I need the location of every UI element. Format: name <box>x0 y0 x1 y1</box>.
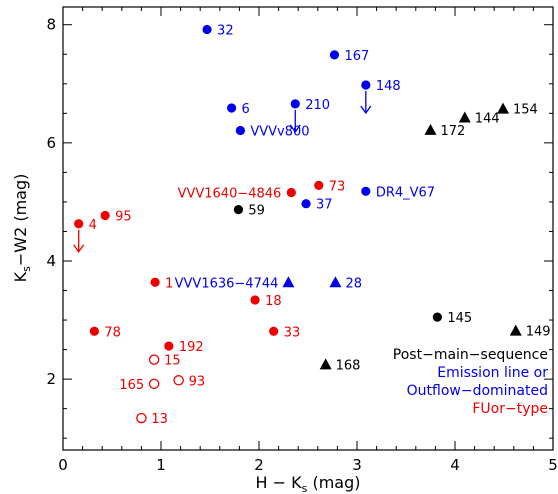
point-28-triangle <box>329 276 342 288</box>
x-tick-label: 2 <box>254 456 264 474</box>
legend-entry: Post−main−sequence <box>393 347 548 363</box>
point-4-circle <box>74 219 84 229</box>
point-13-circle <box>136 412 147 424</box>
x-tick-label: 0 <box>58 456 68 474</box>
x-tick-label: 4 <box>450 456 460 474</box>
y-tick-label: 8 <box>46 16 56 34</box>
point-1-label: 1 <box>165 276 173 291</box>
point-168-label: 168 <box>336 358 361 373</box>
point-4-label: 4 <box>89 218 97 233</box>
point-93-label: 93 <box>189 374 206 389</box>
point-93-circle <box>173 375 184 386</box>
point-165-circle <box>148 378 160 390</box>
point-149-label: 149 <box>526 325 551 340</box>
point-vvv1636-4744-label: VVV1636−4744 <box>175 276 279 291</box>
x-tick-label: 1 <box>156 456 166 474</box>
point-172-label: 172 <box>441 124 466 139</box>
point-15-label: 15 <box>164 354 181 369</box>
point-78-circle <box>89 326 99 336</box>
point-32-label: 32 <box>217 23 234 38</box>
point-33-label: 33 <box>284 325 301 340</box>
point-37-label: 37 <box>316 198 333 213</box>
point-vvvv800-circle <box>235 125 245 136</box>
point-149-triangle <box>509 324 522 336</box>
point-148-label: 148 <box>376 79 401 94</box>
point-37-circle <box>301 199 311 209</box>
y-tick-label: 4 <box>46 252 56 270</box>
x-axis-label: H − Ks (mag) <box>256 473 361 494</box>
point-167-circle <box>329 50 340 60</box>
point-15-circle <box>148 354 160 365</box>
point-28-label: 28 <box>345 276 362 291</box>
point-172-triangle <box>424 123 437 135</box>
point-144-label: 144 <box>475 111 500 126</box>
point-59-label: 59 <box>248 204 265 219</box>
legend-entry: Outflow−dominated <box>407 383 548 399</box>
point-1-circle <box>150 277 160 287</box>
point-210-circle <box>290 99 300 109</box>
point-dr4-v67-label: DR4_V67 <box>376 185 435 200</box>
point-165-label: 165 <box>119 378 144 393</box>
point-154-triangle <box>497 102 510 114</box>
point-32-circle <box>202 24 212 35</box>
point-vvv1636-4744-triangle <box>282 276 295 288</box>
legend-entry: Emission line or <box>437 365 548 381</box>
point-95-label: 95 <box>115 210 132 225</box>
x-tick-label: 3 <box>352 456 362 474</box>
point-154-label: 154 <box>513 103 538 118</box>
point-192-label: 192 <box>179 340 204 355</box>
point-59-circle <box>233 204 244 215</box>
point-167-label: 167 <box>344 49 369 64</box>
point-dr4-v67-circle <box>361 186 371 196</box>
point-145-circle <box>432 312 442 322</box>
legend: Post−main−sequence Emission line or Outflo… <box>393 347 548 417</box>
point-73-label: 73 <box>329 179 346 194</box>
point-18-label: 18 <box>265 294 282 309</box>
point-210-limit-arrowhead <box>289 124 301 133</box>
point-95-circle <box>100 210 110 221</box>
point-148-limit-arrowhead <box>360 105 372 115</box>
legend-entry: FUor−type <box>472 401 548 417</box>
point-192-circle <box>164 341 174 351</box>
point-73-circle <box>314 180 324 190</box>
point-vvvv800-label: VVVv800 <box>250 124 309 139</box>
point-210-label: 210 <box>305 98 330 113</box>
point-13-label: 13 <box>151 412 168 427</box>
axes: 0 1 2 3 4 5 2 4 6 8 <box>46 7 558 474</box>
point-33-circle <box>269 326 279 336</box>
y-axis-label: Ks−W2 (mag) <box>11 174 33 283</box>
point-168-triangle <box>319 358 332 370</box>
point-vvv1640-4846-label: VVV1640−4846 <box>178 186 282 201</box>
point-18-circle <box>250 295 260 305</box>
point-vvv1640-4846-circle <box>286 187 296 198</box>
point-6-label: 6 <box>242 102 250 117</box>
point-145-label: 145 <box>447 311 472 326</box>
y-tick-label: 2 <box>46 370 56 388</box>
point-78-label: 78 <box>104 325 121 340</box>
y-tick-label: 6 <box>46 134 56 152</box>
plot-frame <box>62 6 554 451</box>
point-6-circle <box>226 103 237 113</box>
point-4-limit-arrowhead <box>73 244 85 253</box>
point-144-triangle <box>458 111 471 123</box>
x-tick-label: 5 <box>548 456 558 474</box>
point-148-circle <box>361 80 371 90</box>
